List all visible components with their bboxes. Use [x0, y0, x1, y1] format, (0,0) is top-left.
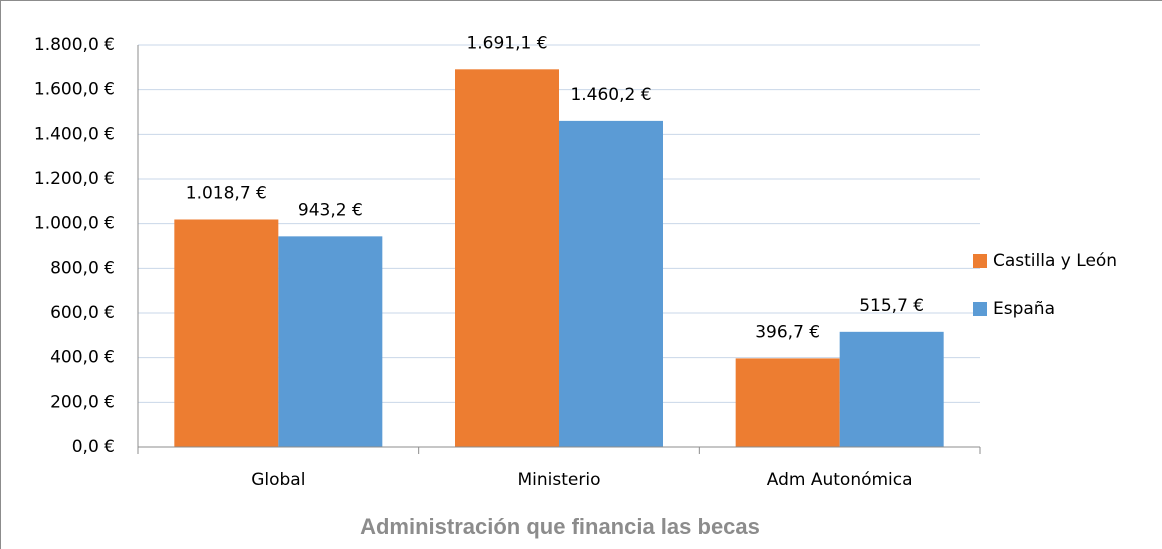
data-label: 943,2 € [298, 200, 363, 220]
legend-swatch [973, 254, 987, 268]
data-label: 1.460,2 € [570, 85, 651, 105]
y-tick-label: 1.000,0 € [34, 214, 115, 234]
data-label: 1.018,7 € [186, 183, 267, 203]
y-tick-label: 600,0 € [50, 303, 115, 323]
legend-label: España [993, 299, 1055, 319]
y-tick-label: 1.400,0 € [34, 124, 115, 144]
data-label: 396,7 € [755, 322, 820, 342]
y-tick-label: 200,0 € [50, 392, 115, 412]
bar [839, 331, 944, 447]
legend-label: Castilla y León [993, 251, 1117, 271]
legend-swatch [973, 302, 987, 316]
bar [559, 120, 663, 447]
x-tick-label: Global [251, 470, 305, 490]
bar [278, 236, 383, 447]
data-label: 1.691,1 € [466, 33, 547, 53]
y-tick-label: 1.200,0 € [34, 169, 115, 189]
bar [735, 358, 840, 447]
y-tick-label: 1.800,0 € [34, 35, 115, 55]
bar [174, 219, 279, 447]
x-tick-label: Ministerio [518, 470, 601, 490]
y-tick-label: 0,0 € [72, 437, 115, 457]
bar [455, 69, 559, 448]
x-axis-title: Administración que financia las becas [360, 514, 760, 539]
data-label: 515,7 € [859, 296, 924, 316]
y-tick-label: 400,0 € [50, 348, 115, 368]
x-tick-label: Adm Autonómica [767, 470, 913, 490]
y-tick-label: 800,0 € [50, 258, 115, 278]
y-tick-label: 1.600,0 € [34, 80, 115, 100]
